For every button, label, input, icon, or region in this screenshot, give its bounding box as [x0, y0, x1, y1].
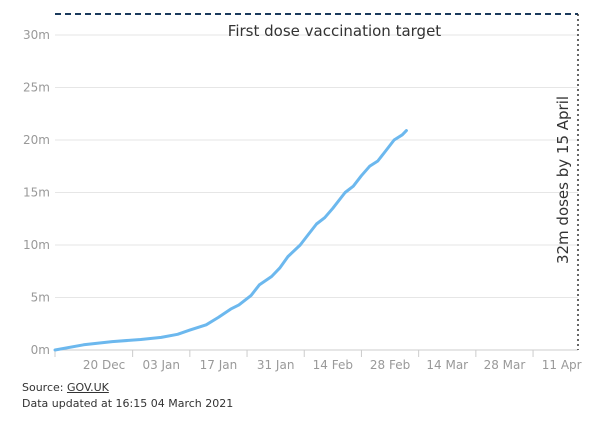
data-point — [188, 328, 191, 332]
y-axis: 0m 5m 10m 15m 20m 25m 30m — [23, 28, 50, 357]
data-point — [360, 174, 363, 177]
data-point — [237, 303, 241, 307]
data-point — [53, 348, 57, 352]
series-line — [53, 129, 408, 352]
data-point — [352, 185, 355, 188]
source-prefix: Source: — [22, 381, 67, 394]
x-axis: 20 Dec 03 Jan 17 Jan 31 Jan 14 Feb 28 Feb 14 M… — [54, 349, 582, 372]
data-point — [315, 222, 318, 226]
data-point — [258, 283, 261, 287]
data-point — [392, 138, 396, 142]
target-annotation: First dose vaccination target 32m doses b… — [55, 13, 579, 350]
data-point — [205, 323, 208, 326]
y-tick-label: 10m — [23, 238, 50, 252]
source-link[interactable]: GOV.UK — [66, 381, 109, 394]
deadline-label: 32m doses by 15 April — [554, 96, 572, 264]
chart-footer: Source: GOV.UK Data updated at 16:15 04 … — [22, 380, 233, 412]
data-point — [270, 275, 273, 278]
data-point — [299, 243, 302, 247]
data-point — [323, 216, 326, 219]
x-tick-label: 03 Jan — [142, 358, 180, 372]
data-point — [286, 255, 290, 258]
y-tick-label: 15m — [23, 186, 50, 200]
data-point — [405, 129, 408, 132]
x-tick-label: 14 Mar — [426, 358, 468, 372]
data-point — [176, 333, 179, 336]
source-line: Source: GOV.UK — [22, 380, 233, 396]
gridlines — [55, 34, 578, 298]
data-point — [368, 165, 371, 168]
x-tick-label: 28 Feb — [370, 358, 410, 372]
data-point — [343, 191, 347, 194]
series-layer — [53, 129, 408, 352]
x-tick-label: 14 Feb — [313, 358, 353, 372]
data-point — [82, 343, 85, 346]
data-point — [111, 340, 114, 343]
x-tick-label: 17 Jan — [200, 358, 238, 372]
y-tick-label: 5m — [31, 291, 50, 305]
data-point — [401, 133, 404, 136]
data-point — [249, 294, 253, 297]
target-label: First dose vaccination target — [228, 22, 442, 40]
y-tick-label: 20m — [23, 133, 50, 147]
data-point — [139, 338, 142, 341]
data-point — [384, 149, 388, 152]
x-tick-label: 20 Dec — [83, 358, 125, 372]
data-point — [278, 266, 281, 270]
x-tick-label: 28 Mar — [484, 358, 526, 372]
x-tick-label: 31 Jan — [257, 358, 295, 372]
data-point — [217, 316, 220, 319]
y-tick-label: 0m — [31, 343, 50, 357]
data-point — [376, 159, 379, 163]
x-tick-label: 11 Apr — [542, 358, 582, 372]
data-point — [229, 307, 232, 311]
y-tick-label: 30m — [23, 28, 50, 42]
data-point — [307, 233, 310, 236]
y-tick-label: 25m — [23, 81, 50, 95]
data-point — [331, 207, 334, 210]
data-point — [160, 336, 163, 339]
vaccination-chart: 0m 5m 10m 15m 20m 25m 30m 20 Dec 03 Jan 17 Jan 31… — [23, 13, 582, 372]
updated-text: Data updated at 16:15 04 March 2021 — [22, 397, 234, 410]
